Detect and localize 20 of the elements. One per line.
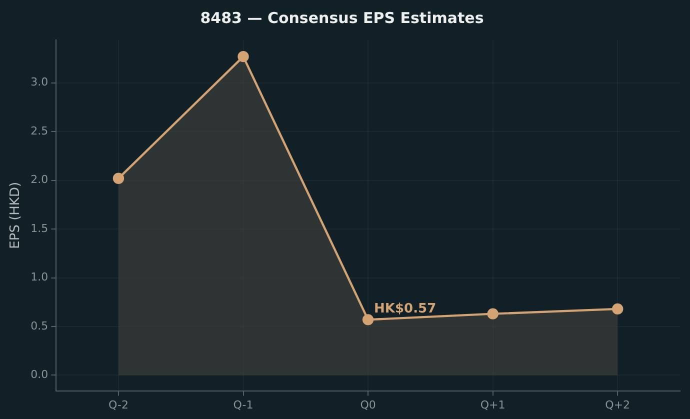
x-tick-label: Q+2 — [605, 398, 630, 412]
x-tick-label: Q0 — [360, 398, 376, 412]
x-tick-label: Q+1 — [480, 398, 506, 412]
point — [487, 308, 498, 320]
y-tick-label: 0.0 — [30, 368, 48, 382]
point — [362, 314, 374, 326]
y-tick-label: 1.5 — [30, 222, 48, 235]
y-tick-label: 3.0 — [30, 76, 48, 89]
y-tick-label: 1.0 — [30, 270, 48, 284]
annotation: HK$0.57 — [374, 302, 436, 317]
point — [238, 50, 249, 62]
y-axis-title: EPS (HKD) — [8, 182, 24, 249]
y-tick-label: 2.0 — [30, 173, 48, 186]
x-tick-label: Q-1 — [233, 398, 254, 412]
chart-title: 8483 — Consensus EPS Estimates — [200, 8, 484, 27]
x-tick-label: Q-2 — [108, 398, 128, 412]
y-tick-label: 0.5 — [30, 319, 48, 332]
point — [112, 172, 124, 184]
point — [612, 303, 624, 315]
y-tick-label: 2.5 — [30, 124, 48, 138]
